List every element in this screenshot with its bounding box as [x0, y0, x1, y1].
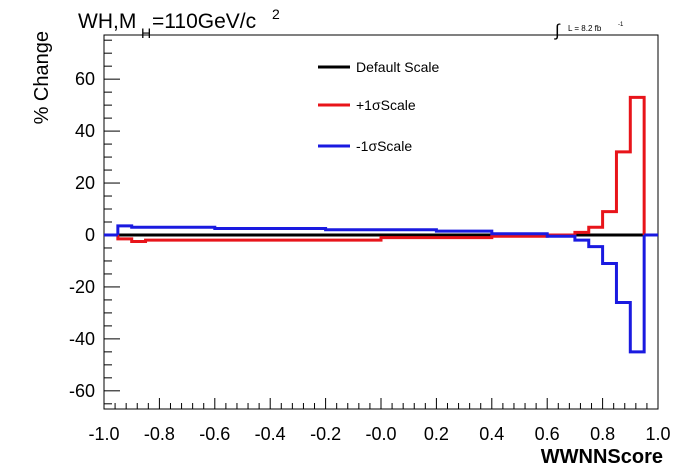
chart-title-rest: =110GeV/c — [152, 10, 256, 33]
plot-frame — [103, 34, 659, 410]
y-tick-label: 20 — [75, 173, 95, 193]
y-axis-ticks: -60 -40 -20 0 20 40 60 — [69, 39, 120, 405]
x-tick-label: 0.8 — [590, 424, 615, 444]
series-line-minus1sigma — [116, 224, 646, 354]
series-line-plus1sigma — [116, 95, 646, 243]
legend-label-minus1sigma: -1σScale — [356, 138, 412, 154]
y-tick-label: 40 — [75, 121, 95, 141]
legend-label-default: Default Scale — [356, 59, 439, 75]
luminosity-superscript: -1 — [618, 22, 624, 28]
x-tick-label: -0.6 — [199, 424, 230, 444]
x-tick-label: -1.0 — [88, 424, 119, 444]
y-tick-label: 60 — [75, 69, 95, 89]
y-tick-label: -60 — [69, 381, 95, 401]
y-tick-label: 0 — [85, 225, 95, 245]
chart-title-subscript: H — [141, 25, 151, 41]
y-tick-label: -40 — [69, 329, 95, 349]
chart-title-main: WH,M — [78, 10, 136, 33]
y-tick-label: -20 — [69, 277, 95, 297]
luminosity-integral: ∫ — [554, 21, 561, 40]
x-tick-label: 0.4 — [479, 424, 504, 444]
x-tick-label: -0.4 — [255, 424, 286, 444]
legend-label-plus1sigma: +1σScale — [356, 97, 416, 113]
x-tick-label: -0.2 — [310, 424, 341, 444]
x-tick-label: -0.8 — [144, 424, 175, 444]
series-layer — [104, 95, 658, 354]
x-tick-label: 0.2 — [424, 424, 449, 444]
x-tick-label: 0.6 — [535, 424, 560, 444]
luminosity-text: L = 8.2 fb — [568, 24, 602, 33]
x-tick-label: 1.0 — [645, 424, 670, 444]
y-axis-label: % Change — [31, 31, 53, 124]
x-axis-label: WWNNScore — [541, 446, 663, 468]
x-tick-label: -0.0 — [365, 424, 396, 444]
x-axis-ticks: -1.0 -0.8 -0.6 -0.4 -0.2 -0.0 0.2 0.4 0.6 0.8 1.0 — [88, 398, 671, 444]
legend: Default Scale +1σScale -1σScale — [318, 59, 439, 154]
chart-title-superscript: 2 — [272, 6, 280, 22]
